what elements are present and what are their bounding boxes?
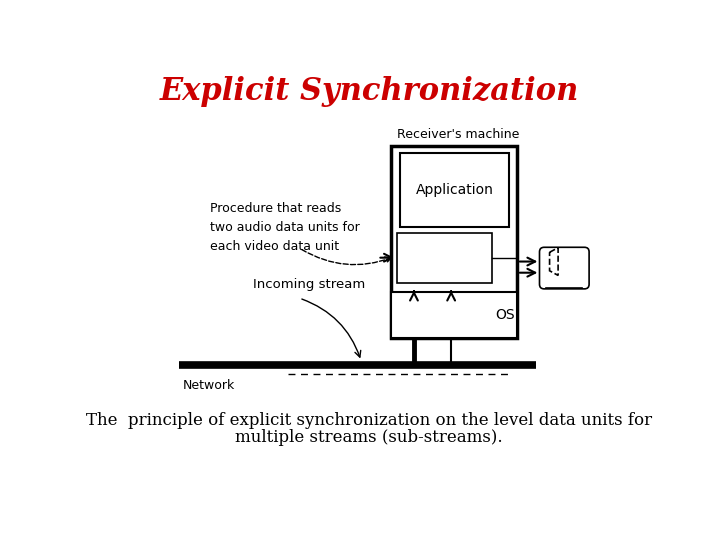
Text: OS: OS (495, 308, 514, 322)
Text: The  principle of explicit synchronization on the level data units for: The principle of explicit synchronizatio… (86, 412, 652, 429)
FancyBboxPatch shape (539, 247, 589, 289)
Text: Explicit Synchronization: Explicit Synchronization (159, 76, 579, 107)
Bar (397, 233, 492, 283)
Bar (391, 146, 517, 338)
Text: Incoming stream: Incoming stream (253, 278, 365, 291)
Text: Network: Network (183, 379, 235, 392)
Polygon shape (549, 248, 558, 275)
Text: multiple streams (sub-streams).: multiple streams (sub-streams). (235, 429, 503, 446)
Bar (391, 292, 517, 338)
Bar (400, 153, 509, 226)
Text: Procedure that reads
two audio data units for
each video data unit: Procedure that reads two audio data unit… (210, 202, 360, 253)
Text: Application: Application (415, 183, 494, 197)
Text: Receiver's machine: Receiver's machine (397, 128, 519, 141)
